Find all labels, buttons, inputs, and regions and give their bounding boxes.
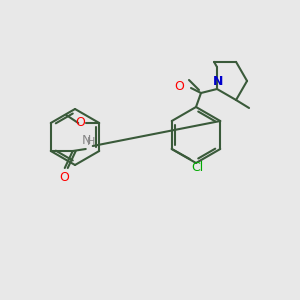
Text: H: H <box>87 137 95 147</box>
Text: O: O <box>59 171 69 184</box>
Text: N: N <box>213 75 223 88</box>
Text: Cl: Cl <box>191 161 203 174</box>
Text: O: O <box>75 116 85 128</box>
Text: O: O <box>174 80 184 92</box>
Text: N: N <box>82 134 91 147</box>
